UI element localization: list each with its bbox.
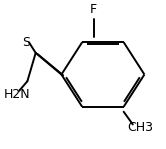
Text: CH3: CH3 <box>127 121 153 134</box>
Text: H2N: H2N <box>3 88 30 101</box>
Text: F: F <box>90 3 97 16</box>
Text: S: S <box>22 36 30 49</box>
